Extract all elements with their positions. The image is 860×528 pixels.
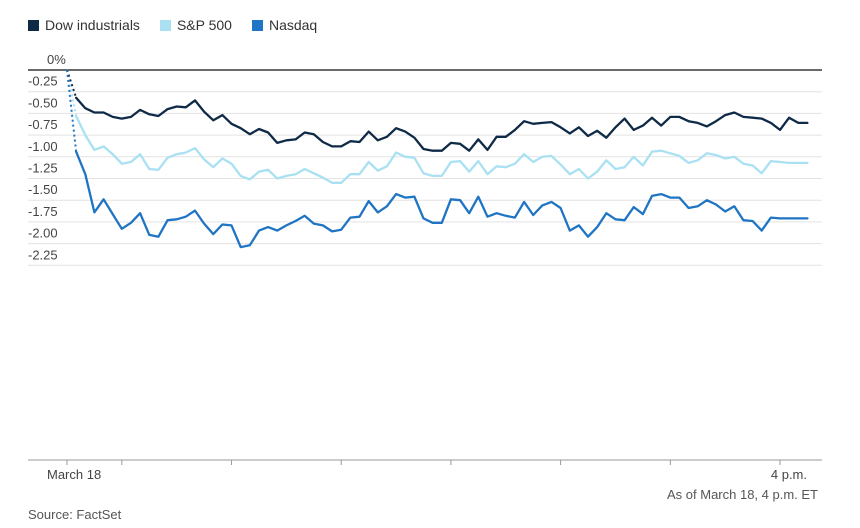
y-tick-label: -0.50 [28,95,58,110]
y-tick-label: -0.25 [28,74,58,89]
source-note: Source: FactSet [28,507,122,522]
legend-item-sp500: S&P 500 [159,17,232,33]
legend-item-dow: Dow industrials [28,17,140,33]
y-tick-label: -1.00 [28,139,58,154]
y-tick-label: 0% [47,52,66,67]
y-tick-label: -1.75 [28,204,58,219]
legend-label-dow: Dow industrials [45,17,140,33]
series-line-open-0 [66,69,78,99]
y-tick-label: -0.75 [28,117,58,132]
legend-swatch-dow [28,19,39,31]
chart-series [66,69,809,249]
legend-label-sp500: S&P 500 [176,17,232,33]
series-line-s-p-500 [74,114,809,184]
series-line-dow-industrials [74,96,809,152]
y-tick-label: -1.25 [28,161,58,176]
chart-legend: Dow industrials S&P 500 Nasdaq [28,17,317,33]
x-tick-label: March 18 [47,467,101,482]
y-axis: 0% -0.25 -0.50 -0.75 -1.00 -1.25 -1.50 -1.75 -2.… [28,52,66,262]
x-tick-label: 4 p.m. [771,467,807,482]
legend-swatch-sp500 [159,19,171,31]
x-axis: March 18 4 p.m. [28,459,822,482]
y-tick-label: -1.50 [28,182,58,197]
legend-label-nasdaq: Nasdaq [268,17,318,33]
timestamp-note: As of March 18, 4 p.m. ET [667,487,818,502]
legend-swatch-nasdaq [251,19,263,31]
chart-grid [28,69,822,266]
y-tick-label: -2.00 [28,226,58,241]
y-tick-label: -2.25 [28,247,58,262]
series-line-open-2 [66,69,78,152]
legend-item-nasdaq: Nasdaq [251,17,318,33]
series-line-nasdaq [74,150,809,249]
